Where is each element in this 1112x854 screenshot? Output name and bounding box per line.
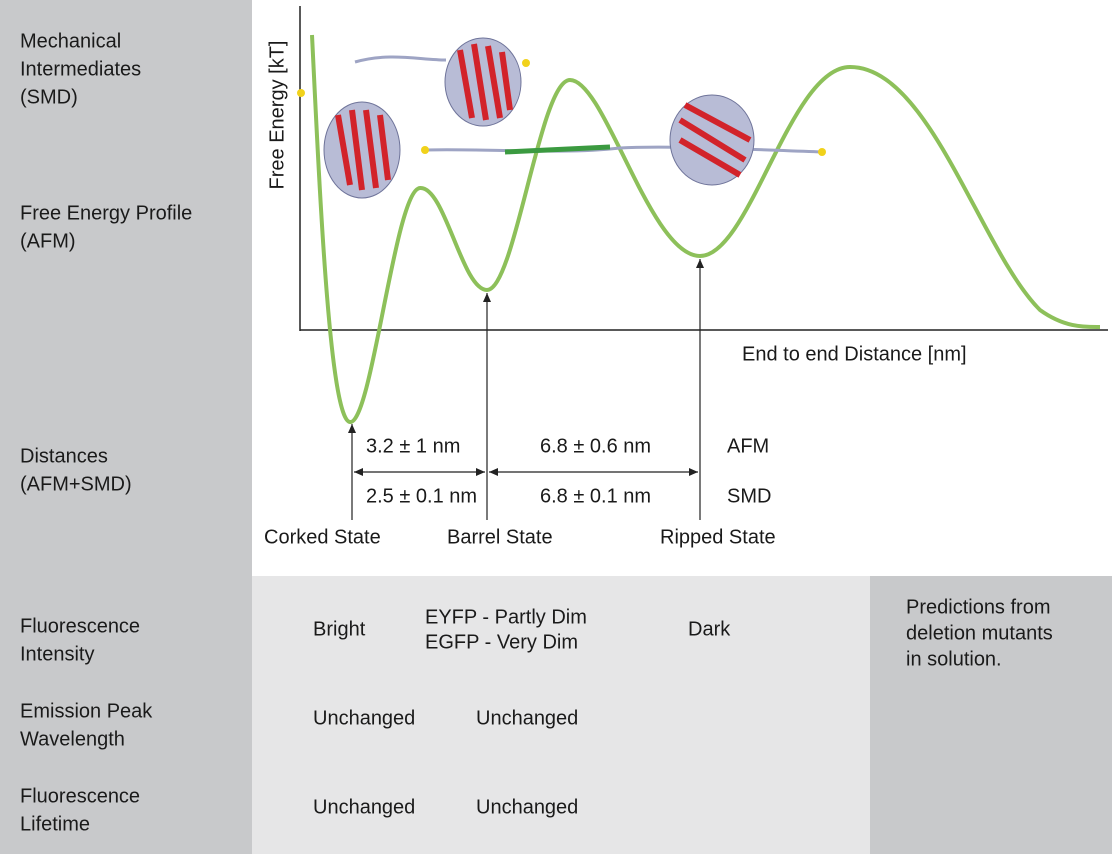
row-label: Intermediates <box>20 58 141 80</box>
intensity: Bright <box>313 618 366 640</box>
intensity: EGFP - Very Dim <box>425 631 578 653</box>
state-label: Ripped State <box>660 526 776 548</box>
emission: Unchanged <box>476 707 578 729</box>
lifetime: Unchanged <box>476 796 578 818</box>
row-label: Fluorescence <box>20 615 140 637</box>
row-label: Free Energy Profile <box>20 202 192 224</box>
note: deletion mutants <box>906 622 1053 644</box>
row-label: Lifetime <box>20 813 90 835</box>
row-label: (SMD) <box>20 86 78 108</box>
method: SMD <box>727 485 771 507</box>
intensity: EYFP - Partly Dim <box>425 606 587 628</box>
row-label: Intensity <box>20 643 94 665</box>
row-label: Distances <box>20 445 108 467</box>
intensity: Dark <box>688 618 731 640</box>
distance: 6.8 ± 0.6 nm <box>540 435 651 457</box>
x-axis-label: End to end Distance [nm] <box>742 343 967 365</box>
state-label: Barrel State <box>447 526 553 548</box>
distance: 6.8 ± 0.1 nm <box>540 485 651 507</box>
distance: 3.2 ± 1 nm <box>366 435 460 457</box>
row-label: (AFM+SMD) <box>20 473 132 495</box>
lifetime: Unchanged <box>313 796 415 818</box>
label-column <box>0 0 252 854</box>
row-label: Wavelength <box>20 728 125 750</box>
row-label: Fluorescence <box>20 785 140 807</box>
figure: Mechanical Intermediates (SMD) Free Ener… <box>0 0 1112 854</box>
emission: Unchanged <box>313 707 415 729</box>
state-label: Corked State <box>264 526 381 548</box>
row-label: Mechanical <box>20 30 121 52</box>
method: AFM <box>727 435 769 457</box>
distance: 2.5 ± 0.1 nm <box>366 485 477 507</box>
page: Mechanical Intermediates (SMD) Free Ener… <box>0 0 1112 854</box>
note: Predictions from <box>906 596 1051 618</box>
y-axis-label: Free Energy [kT] <box>266 41 288 190</box>
note: in solution. <box>906 648 1002 670</box>
row-label: (AFM) <box>20 230 76 252</box>
row-label: Emission Peak <box>20 700 153 722</box>
